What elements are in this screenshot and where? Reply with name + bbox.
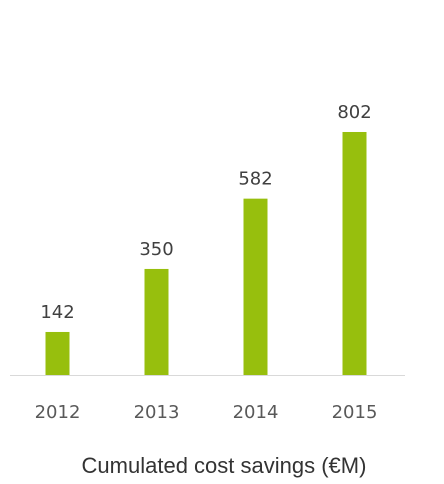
chart-title: Cumulated cost savings (€M) bbox=[82, 453, 367, 478]
x-tick-label: 2014 bbox=[233, 402, 279, 423]
bar bbox=[144, 268, 169, 375]
bar bbox=[342, 131, 367, 375]
data-label: 142 bbox=[40, 302, 74, 323]
data-label: 802 bbox=[337, 102, 371, 123]
bar bbox=[45, 331, 70, 375]
bar bbox=[243, 198, 268, 375]
x-tick-label: 2013 bbox=[134, 402, 180, 423]
x-tick-label: 2015 bbox=[332, 402, 378, 423]
data-label: 350 bbox=[139, 239, 173, 260]
x-tick-label: 2012 bbox=[35, 402, 81, 423]
data-label: 582 bbox=[238, 169, 272, 190]
